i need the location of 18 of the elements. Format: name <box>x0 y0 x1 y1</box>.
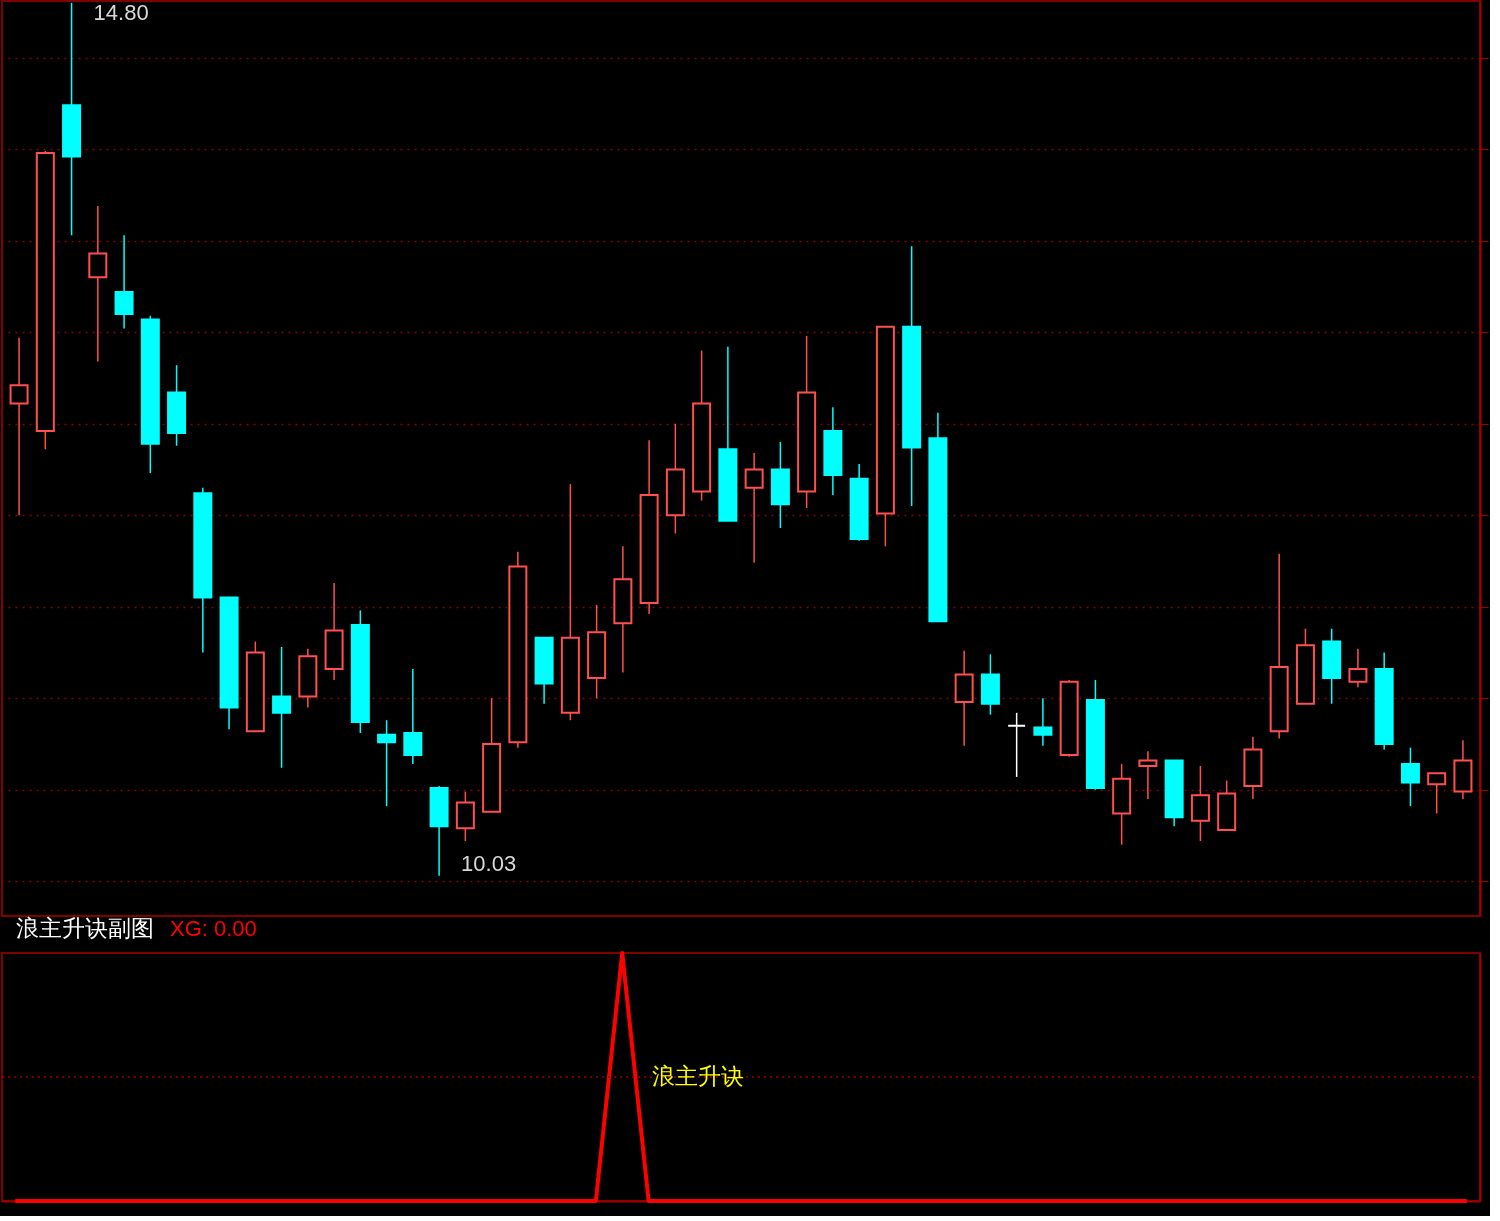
candlestick <box>403 668 423 765</box>
candlestick <box>1427 772 1447 815</box>
candlestick <box>114 234 134 330</box>
candlestick <box>272 646 292 769</box>
candlestick <box>744 452 764 564</box>
candlestick <box>1348 648 1368 688</box>
candlestick <box>88 205 108 363</box>
candlestick <box>9 336 29 516</box>
candlestick <box>1138 750 1158 800</box>
candlestick <box>1400 746 1420 807</box>
candlestick <box>1007 712 1027 778</box>
annotation: XG: 0.00 <box>170 916 257 941</box>
annotation: 14.80 <box>93 0 149 25</box>
candlestick <box>377 719 397 807</box>
candlestick <box>1033 697 1053 747</box>
annotation: 10.03 <box>461 850 517 876</box>
chart-title: 浪主升诀副图 <box>16 915 154 941</box>
annotation: 浪主升诀 <box>652 1063 745 1089</box>
